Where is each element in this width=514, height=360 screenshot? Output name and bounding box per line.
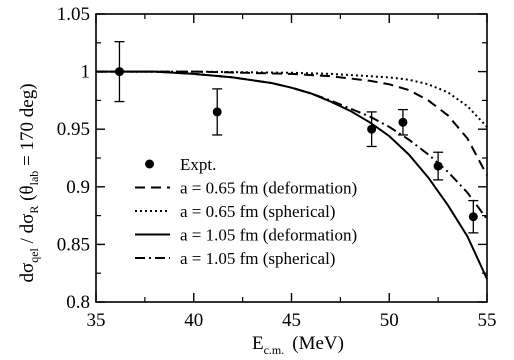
points-layer — [114, 40, 479, 234]
legend: Expt. a = 0.65 fm (deformation) a = 0.65… — [135, 155, 357, 268]
legend-label-3: a = 1.05 fm (spherical) — [180, 249, 335, 268]
y-tick-label: 0.9 — [66, 177, 90, 198]
legend-label-1: a = 0.65 fm (spherical) — [180, 202, 335, 221]
data-point — [398, 117, 408, 127]
data-point — [367, 124, 377, 134]
y-tick-label: 1.05 — [57, 4, 90, 25]
x-tick-label: 50 — [380, 310, 399, 331]
x-tick-label: 45 — [282, 310, 301, 331]
y-tick-label: 0.8 — [66, 292, 90, 313]
plot-frame — [95, 13, 488, 303]
data-point — [212, 107, 222, 117]
data-point — [468, 212, 478, 222]
y-tick-label: 0.95 — [57, 119, 90, 140]
series-line-2 — [96, 70, 488, 280]
x-tick-label: 55 — [478, 310, 497, 331]
y-tick-label: 1 — [81, 62, 91, 83]
series-line-0 — [96, 70, 488, 176]
x-axis-title: Ec.m. (MeV) — [252, 333, 344, 357]
x-tick-label: 40 — [184, 310, 203, 331]
x-tick-label: 35 — [87, 310, 106, 331]
series-layer — [96, 70, 488, 280]
y-tick-label: 0.85 — [57, 234, 90, 255]
legend-marker-expt — [145, 159, 154, 169]
legend-label-0: a = 0.65 fm (deformation) — [180, 179, 357, 198]
data-point — [433, 161, 443, 171]
legend-label-2: a = 1.05 fm (deformation) — [180, 226, 357, 245]
series-line-1 — [96, 70, 488, 128]
y-axis-title: dσqel / dσR (θlab = 170 deg) — [17, 83, 41, 282]
tick-labels: 35 40 45 50 55 0.8 0.85 0.9 0.95 1 1.05 — [57, 4, 497, 331]
legend-label-expt: Expt. — [180, 155, 216, 174]
data-point — [114, 67, 124, 77]
